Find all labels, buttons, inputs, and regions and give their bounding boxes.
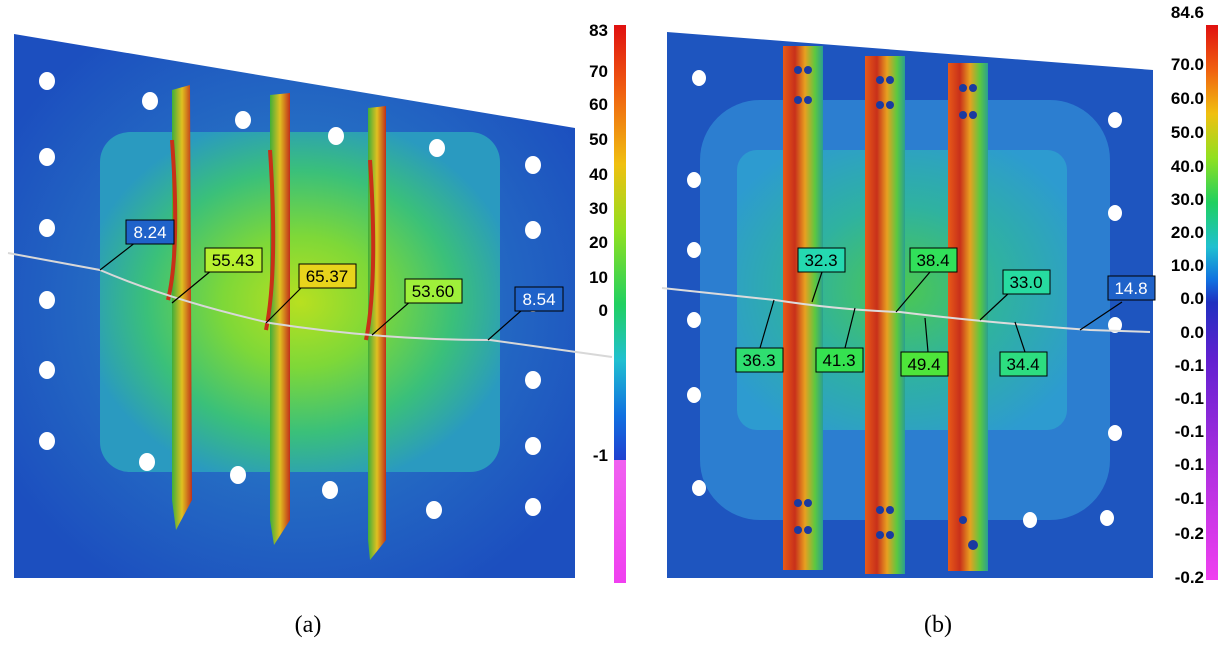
svg-text:70.0: 70.0 bbox=[1171, 55, 1204, 74]
panel-b-callout-8: 34.4 bbox=[999, 351, 1048, 377]
panel-b-caption: (b) bbox=[924, 612, 952, 638]
svg-text:-0.2: -0.2 bbox=[1175, 524, 1204, 543]
panel-b-bolt-holes bbox=[687, 70, 1122, 528]
svg-text:0.0: 0.0 bbox=[1180, 323, 1204, 342]
panel-a: 8.24 55.43 65.37 53.60 8.54 83 70 60 50 … bbox=[7, 21, 626, 638]
svg-text:-0.2: -0.2 bbox=[1175, 568, 1204, 587]
svg-text:-0.1: -0.1 bbox=[1175, 489, 1204, 508]
panel-a-callout-1: 8.24 bbox=[125, 219, 175, 245]
panel-b-callout-2: 38.4 bbox=[909, 247, 958, 273]
svg-text:53.60: 53.60 bbox=[412, 282, 455, 301]
svg-text:70: 70 bbox=[589, 62, 608, 81]
panel-a-callout-3: 65.37 bbox=[298, 263, 357, 289]
panel-a-measurement-line bbox=[7, 252, 613, 358]
svg-text:40.0: 40.0 bbox=[1171, 157, 1204, 176]
svg-text:-0.1: -0.1 bbox=[1175, 389, 1204, 408]
panel-b-callout-7: 49.4 bbox=[900, 351, 949, 377]
panel-b-callout-6: 41.3 bbox=[815, 347, 864, 373]
svg-text:20.0: 20.0 bbox=[1171, 223, 1204, 242]
svg-text:10: 10 bbox=[589, 268, 608, 287]
panel-b-measurement-line bbox=[661, 287, 1151, 333]
svg-text:36.3: 36.3 bbox=[742, 351, 775, 370]
svg-text:40: 40 bbox=[589, 165, 608, 184]
svg-text:33.0: 33.0 bbox=[1009, 273, 1042, 292]
svg-text:83: 83 bbox=[589, 21, 608, 40]
svg-text:30: 30 bbox=[589, 199, 608, 218]
svg-text:30.0: 30.0 bbox=[1171, 190, 1204, 209]
svg-text:55.43: 55.43 bbox=[212, 251, 255, 270]
svg-text:8.54: 8.54 bbox=[522, 290, 555, 309]
svg-text:14.8: 14.8 bbox=[1114, 279, 1147, 298]
panel-a-scale-ticks: 83 70 60 50 40 30 20 10 0 -1 bbox=[589, 21, 608, 465]
svg-text:34.4: 34.4 bbox=[1006, 355, 1039, 374]
svg-text:41.3: 41.3 bbox=[822, 351, 855, 370]
panel-b-color-scale bbox=[1206, 25, 1218, 580]
panel-a-caption: (a) bbox=[295, 612, 322, 638]
svg-text:20: 20 bbox=[589, 233, 608, 252]
svg-text:-0.1: -0.1 bbox=[1175, 455, 1204, 474]
svg-text:38.4: 38.4 bbox=[916, 251, 949, 270]
svg-text:49.4: 49.4 bbox=[907, 355, 940, 374]
panel-a-leaders bbox=[99, 241, 523, 341]
panel-a-color-scale bbox=[614, 25, 626, 583]
svg-text:32.3: 32.3 bbox=[804, 251, 837, 270]
svg-text:10.0: 10.0 bbox=[1171, 256, 1204, 275]
svg-text:-1: -1 bbox=[593, 446, 608, 465]
panel-b-callout-4: 14.8 bbox=[1107, 275, 1156, 301]
svg-text:84.6: 84.6 bbox=[1171, 3, 1204, 22]
svg-text:-0.1: -0.1 bbox=[1175, 422, 1204, 441]
panel-b-callout-5: 36.3 bbox=[735, 347, 784, 373]
panel-a-callout-2: 55.43 bbox=[204, 247, 263, 273]
svg-text:65.37: 65.37 bbox=[306, 267, 349, 286]
svg-text:60.0: 60.0 bbox=[1171, 89, 1204, 108]
panel-b-callout-3: 33.0 bbox=[1002, 269, 1051, 295]
panel-a-callout-4: 53.60 bbox=[404, 278, 463, 304]
panel-a-deformed-area bbox=[100, 132, 500, 472]
svg-text:0: 0 bbox=[599, 301, 608, 320]
svg-text:0.0: 0.0 bbox=[1180, 289, 1204, 308]
panel-b-callout-1: 32.3 bbox=[797, 247, 846, 273]
panel-a-stiffeners bbox=[166, 85, 386, 560]
panel-a-callout-5: 8.54 bbox=[514, 286, 564, 312]
svg-text:50: 50 bbox=[589, 130, 608, 149]
panel-b-scale-ticks: 84.6 70.0 60.0 50.0 40.0 30.0 20.0 10.0 … bbox=[1171, 3, 1204, 587]
panel-b-leaders bbox=[759, 271, 1123, 353]
panel-a-bolt-holes bbox=[39, 72, 541, 519]
panel-b-stiffeners bbox=[783, 46, 988, 574]
svg-text:-0.1: -0.1 bbox=[1175, 356, 1204, 375]
svg-text:60: 60 bbox=[589, 95, 608, 114]
panel-b: 32.3 38.4 33.0 14.8 36.3 41.3 49.4 34.4 bbox=[661, 3, 1218, 638]
svg-text:8.24: 8.24 bbox=[133, 223, 166, 242]
svg-text:50.0: 50.0 bbox=[1171, 123, 1204, 142]
